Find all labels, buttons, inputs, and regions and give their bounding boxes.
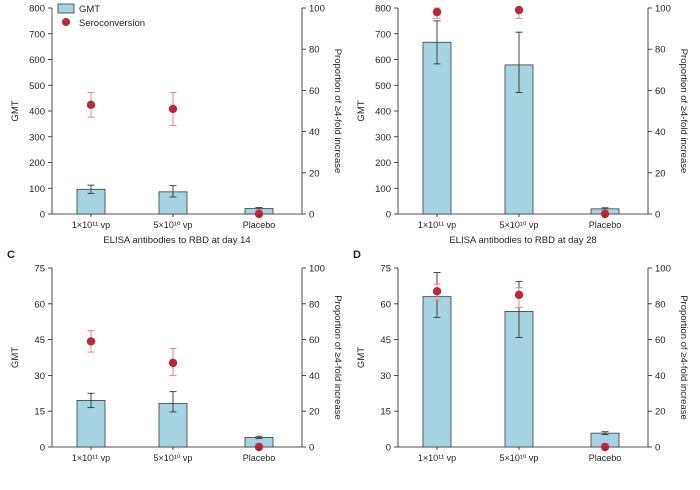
y-tick-label: 100 [29,184,45,195]
y-tick-label: 30 [380,371,391,382]
seroconversion-point [86,100,96,110]
y2-tick-label: 60 [309,335,320,346]
seroconversion-point [432,287,442,296]
legend: GMT Seroconversion [57,3,145,29]
y-tick-label: 500 [375,81,391,92]
panel-label: D [353,249,361,261]
y-axis-title: GMT [10,347,21,368]
x-tick-label: 1×10¹¹ vp [418,453,456,463]
y2-tick-label: 0 [655,443,660,454]
y-tick-label: 100 [375,184,391,195]
seroconversion-point [168,358,178,368]
y2-tick-label: 100 [309,4,325,15]
y-tick-label: 15 [34,407,45,418]
y2-tick-label: 80 [309,45,320,56]
x-axis-title: ELISA antibodies to RBD at day 28 [449,235,596,246]
x-tick-label: Placebo [243,220,276,230]
x-axis-title: ELISA antibodies to RBD at day 14 [103,235,250,246]
y-tick-label: 0 [386,443,391,454]
y-axis-title: GMT [10,100,21,121]
y2-axis-title: Proportion of ≥4-fold increase [678,49,689,174]
y2-tick-label: 80 [655,45,666,56]
seroconversion-point [86,337,96,346]
legend-sero-label: Seroconversion [79,18,145,29]
gmt-bar [76,400,106,448]
y-tick-label: 500 [29,81,45,92]
y-tick-label: 75 [34,264,45,275]
y2-tick-label: 100 [655,4,671,15]
y-tick-label: 400 [375,107,391,118]
y2-tick-label: 80 [655,299,666,310]
x-tick-label: 5×10¹⁰ vp [154,453,193,463]
y-tick-label: 600 [29,55,45,66]
x-tick-label: 1×10¹¹ vp [72,220,110,230]
y-tick-label: 400 [29,107,45,118]
y2-tick-label: 40 [309,127,320,138]
chart-panel-d: 0 15 30 45 60 75 0 20 40 60 80 100 GMT Proportion of … [353,249,689,463]
y-tick-label: 0 [386,210,391,221]
y2-tick-label: 0 [309,443,314,454]
y-tick-label: 60 [380,299,391,310]
x-tick-label: 5×10¹⁰ vp [500,220,539,230]
x-tick-label: Placebo [243,453,276,463]
x-tick-label: Placebo [589,453,622,463]
legend-sero-marker [62,18,70,26]
legend-gmt-swatch [57,3,75,14]
y-tick-label: 800 [29,4,45,15]
y2-tick-label: 100 [309,264,325,275]
y-tick-label: 300 [29,132,45,143]
y-tick-label: 800 [375,4,391,15]
seroconversion-point [514,290,524,300]
y2-axis-title: Proportion of ≥4-fold increase [678,295,689,420]
y2-tick-label: 40 [309,371,320,382]
y2-tick-label: 60 [655,335,666,346]
y-tick-label: 45 [380,335,391,346]
chart-panel-b: 0 100 200 300 400 500 600 700 800 0 20 40 60 80 100 GMT… [356,4,689,247]
y-tick-label: 75 [380,264,391,275]
y2-tick-label: 20 [655,407,666,418]
y-tick-label: 700 [29,29,45,40]
y2-tick-label: 20 [309,407,320,418]
gmt-bar [422,296,452,448]
y-axis-title: GMT [356,100,367,121]
x-tick-label: 5×10¹⁰ vp [154,220,193,230]
y-tick-label: 600 [375,55,391,66]
y-tick-label: 700 [375,29,391,40]
y-tick-label: 60 [34,299,45,310]
chart-panel-a: 0 100 200 300 400 500 600 700 800 0 20 40 60 80 100 GMT… [10,4,343,247]
seroconversion-point [168,104,178,114]
y2-tick-label: 20 [309,168,320,179]
chart-panel-c: 0 15 30 45 60 75 0 20 40 60 80 100 GMT Proportion of … [7,249,343,463]
y-tick-label: 300 [375,132,391,143]
y2-tick-label: 100 [655,264,671,275]
y2-tick-label: 40 [655,127,666,138]
y-tick-label: 0 [40,210,45,221]
y-tick-label: 45 [34,335,45,346]
panel-label: C [7,249,15,261]
x-tick-label: 5×10¹⁰ vp [500,453,539,463]
y2-tick-label: 40 [655,371,666,382]
x-tick-label: 1×10¹¹ vp [418,220,456,230]
legend-gmt-label: GMT [79,4,100,15]
y2-axis-title: Proportion of ≥4-fold increase [332,49,343,174]
y2-tick-label: 20 [655,168,666,179]
y-tick-label: 30 [34,371,45,382]
seroconversion-point [514,5,524,15]
y2-tick-label: 60 [309,86,320,97]
gmt-bar [422,41,452,215]
y2-tick-label: 60 [655,86,666,97]
y-tick-label: 200 [29,158,45,169]
y-tick-label: 200 [375,158,391,169]
x-tick-label: Placebo [589,220,622,230]
y-axis-title: GMT [356,347,367,368]
y-tick-label: 0 [40,443,45,454]
y2-tick-label: 0 [309,210,314,221]
seroconversion-point [432,7,442,17]
y2-axis-title: Proportion of ≥4-fold increase [332,295,343,420]
y2-tick-label: 0 [655,210,660,221]
y-tick-label: 15 [380,407,391,418]
y2-tick-label: 80 [309,299,320,310]
x-tick-label: 1×10¹¹ vp [72,453,110,463]
